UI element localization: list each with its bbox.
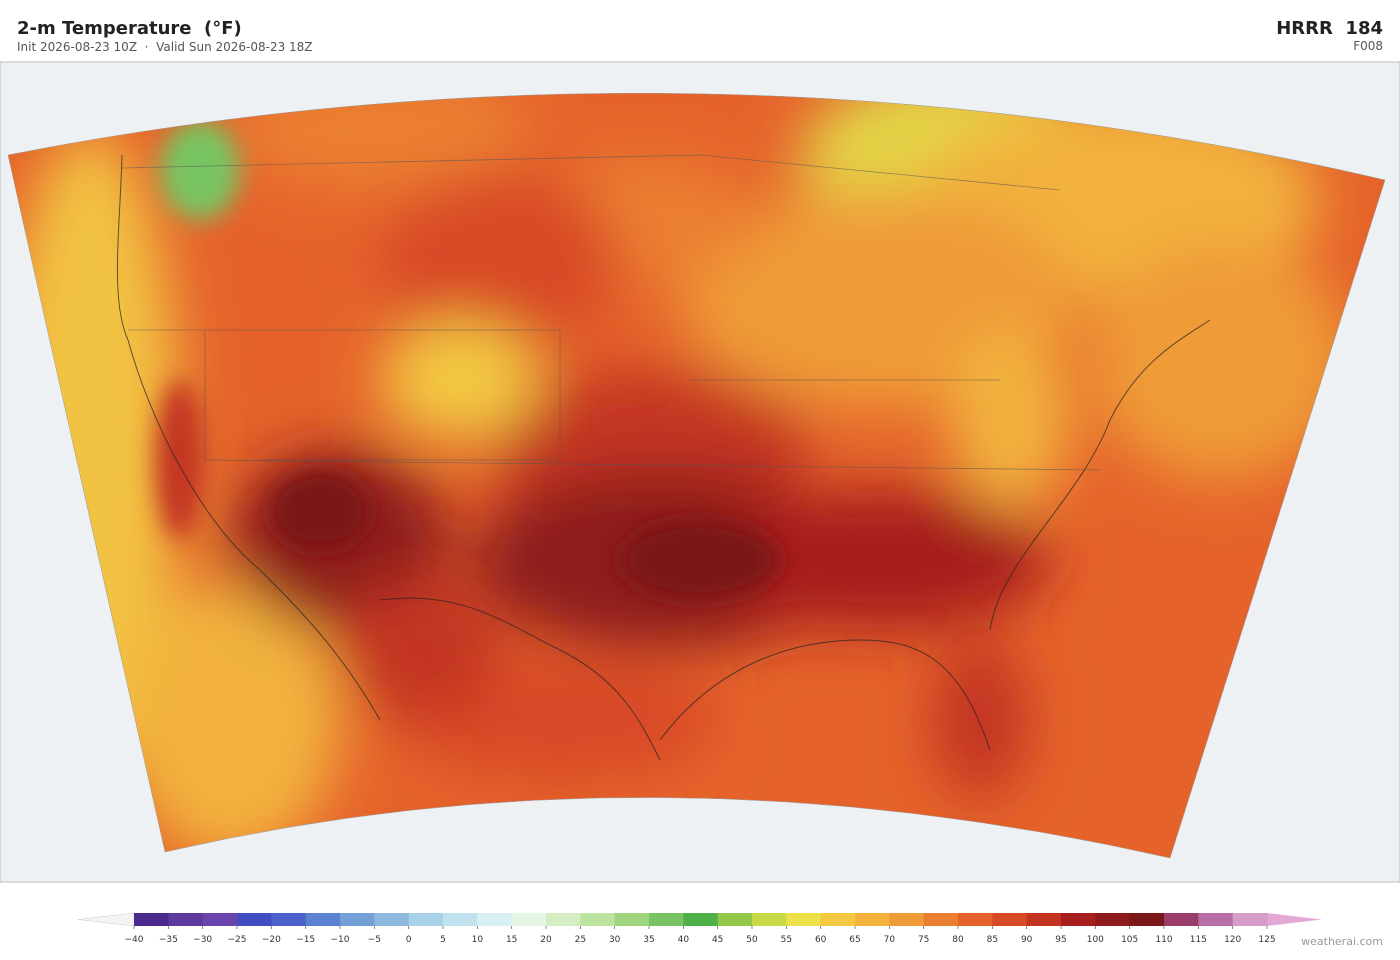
colorbar-swatch — [305, 913, 341, 926]
colorbar-under — [77, 912, 135, 927]
colorbar-tick-label: −30 — [193, 935, 212, 945]
colorbar-swatch — [855, 913, 890, 926]
credit: weatherai.com — [1301, 935, 1383, 948]
forecast-hour: F008 — [1353, 39, 1383, 53]
colorbar-tick-label: −40 — [125, 935, 144, 945]
colorbar-swatch — [1061, 913, 1096, 926]
colorbar-tick-label: 55 — [781, 935, 792, 945]
colorbar-swatch — [1026, 913, 1062, 926]
colorbar-swatch — [443, 913, 478, 926]
colorbar-tick-label: 15 — [506, 935, 517, 945]
map-title: 2-m Temperature (°F) — [17, 18, 242, 39]
colorbar-swatch — [1164, 913, 1199, 926]
colorbar-swatch — [1129, 913, 1165, 926]
colorbar-tick-label: 80 — [952, 935, 964, 945]
colorbar-swatch — [923, 913, 959, 926]
colorbar-tick-label: −20 — [262, 935, 281, 945]
coastline — [116, 154, 1211, 761]
temperature-field — [8, 93, 1385, 858]
colorbar-swatch — [408, 913, 444, 926]
colorbar-tick-label: 70 — [884, 935, 896, 945]
colorbar-swatch — [477, 913, 513, 926]
colorbar-tick-label: −10 — [331, 935, 350, 945]
colorbar-tick-label: 90 — [1021, 935, 1033, 945]
colorbar-swatch — [1232, 913, 1268, 926]
colorbar-swatch — [511, 913, 547, 926]
colorbar-tick-label: 120 — [1224, 935, 1241, 945]
colorbar-tick-label: 60 — [815, 935, 827, 945]
colorbar-tick-label: 115 — [1190, 935, 1207, 945]
colorbar-over — [1267, 913, 1322, 926]
colorbar-tick-label: 95 — [1055, 935, 1066, 945]
colorbar-swatch — [889, 913, 925, 926]
colorbar-swatch — [237, 913, 272, 926]
colorbar-swatch — [374, 913, 410, 926]
colorbar-swatch — [958, 913, 993, 926]
colorbar-tick-label: 105 — [1121, 935, 1138, 945]
colorbar-tick-label: 20 — [540, 935, 552, 945]
colorbar-tick-label: −25 — [228, 935, 247, 945]
colorbar-swatch — [546, 913, 581, 926]
colorbar-tick-label: −15 — [296, 935, 315, 945]
colorbar-tick-label: 50 — [746, 935, 758, 945]
colorbar-tick-label: 10 — [472, 935, 484, 945]
colorbar-swatch — [717, 913, 753, 926]
colorbar-swatch — [683, 913, 719, 926]
colorbar-tick-label: 25 — [575, 935, 586, 945]
colorbar-tick-label: −5 — [368, 935, 381, 945]
colorbar-swatch — [271, 913, 307, 926]
colorbar-swatch — [134, 913, 169, 926]
domain-outline — [7, 93, 1386, 859]
colorbar-tick-label: 100 — [1087, 935, 1104, 945]
colorbar-tick-label: 40 — [678, 935, 690, 945]
colorbar-swatch — [1198, 913, 1234, 926]
colorbar-swatch — [820, 913, 856, 926]
colorbar-tick-label: 0 — [406, 935, 412, 945]
colorbar-tick-label: 35 — [643, 935, 654, 945]
colorbar-swatch — [1095, 913, 1131, 926]
colorbar-swatch — [202, 913, 238, 926]
colorbar-swatch — [340, 913, 375, 926]
colorbar-swatch — [168, 913, 204, 926]
model-label: HRRR 184 — [1276, 18, 1383, 39]
colorbar-swatch — [580, 913, 616, 926]
map-subtitle: Init 2026-08-23 10Z · Valid Sun 2026-08-… — [17, 40, 313, 54]
colorbar-tick-label: 45 — [712, 935, 723, 945]
colorbar-tick-label: 85 — [987, 935, 998, 945]
colorbar-tick-label: 75 — [918, 935, 929, 945]
colorbar-swatch — [992, 913, 1028, 926]
colorbar-tick-label: 30 — [609, 935, 621, 945]
colorbar-tick-label: 5 — [440, 935, 446, 945]
colorbar-swatch — [614, 913, 650, 926]
colorbar-swatch — [752, 913, 787, 926]
colorbar-tick-label: −35 — [159, 935, 178, 945]
colorbar-swatch — [649, 913, 684, 926]
colorbar-tick-label: 65 — [849, 935, 860, 945]
colorbar: −40 −35 −30 −25 −20 −15 −10 −5 0 5 10 15 20 25 30 35 40 4… — [77, 912, 1322, 945]
colorbar-swatch — [786, 913, 822, 926]
colorbar-tick-label: 110 — [1155, 935, 1172, 945]
colorbar-tick-label: 125 — [1258, 935, 1275, 945]
